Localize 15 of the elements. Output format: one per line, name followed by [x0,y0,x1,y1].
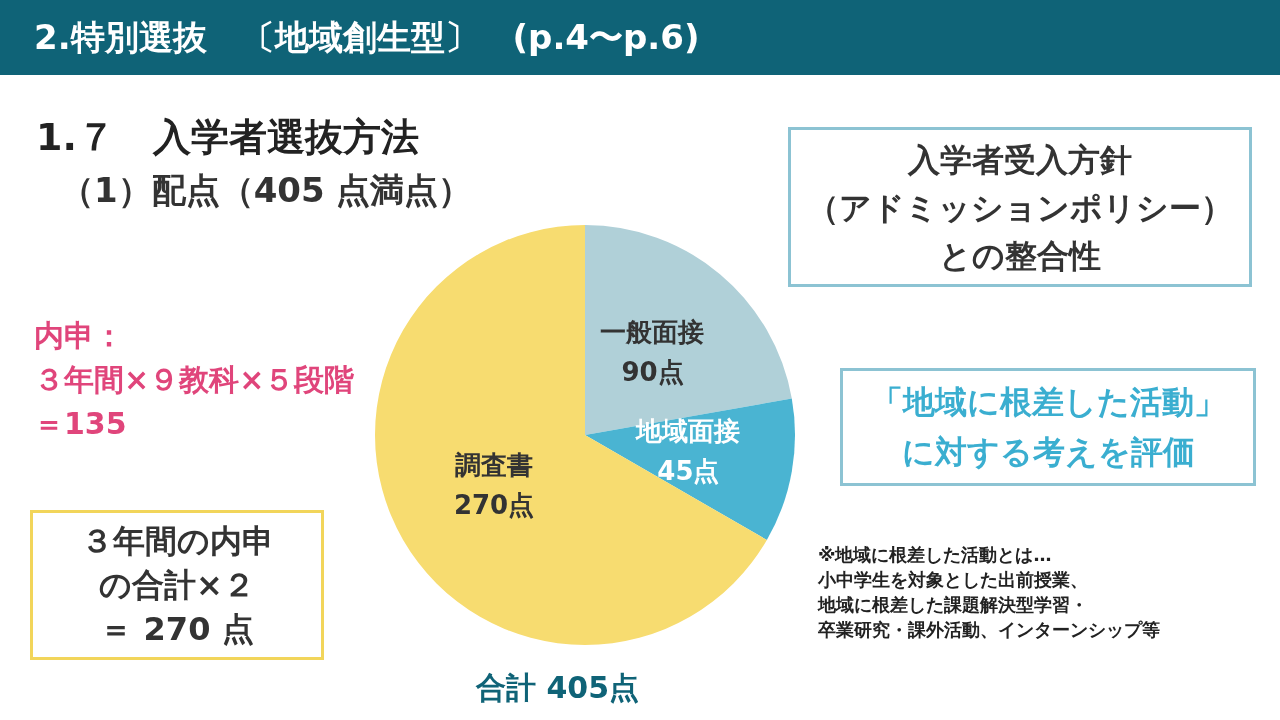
chart-subtitle: 1.７ 入学者選抜方法 [36,114,419,161]
text: 入学者受入方針（アドミッションポリシー）との整合性 [788,127,1252,287]
text: 「地域に根差した活動」に対する考えを評価 [840,368,1256,486]
text: 合計 405点 [476,669,640,707]
data-label: 270点 [453,490,535,521]
slice-label: 調査書 [455,450,534,481]
slice-label: 一般面接 [600,317,705,348]
data-label: 45点 [657,455,720,486]
text: ３年間の内申の合計×２＝ 270 点 [30,510,324,660]
data-label: 90点 [621,357,684,388]
text: （1）配点（405 点満点） [60,169,473,212]
slice-label: 地域面接 [635,415,741,446]
text: ※地域に根差した活動とは…小中学生を対象とした出前授業、地域に根差した課題解決型学習・卒業研究・課外活動、インターンシップ等 [818,543,1160,642]
text: 内申：３年間×９教科×５段階＝135 [34,317,355,443]
chart-title: 2.特別選抜 〔地域創生型〕 (p.4〜p.6) [0,0,1280,75]
